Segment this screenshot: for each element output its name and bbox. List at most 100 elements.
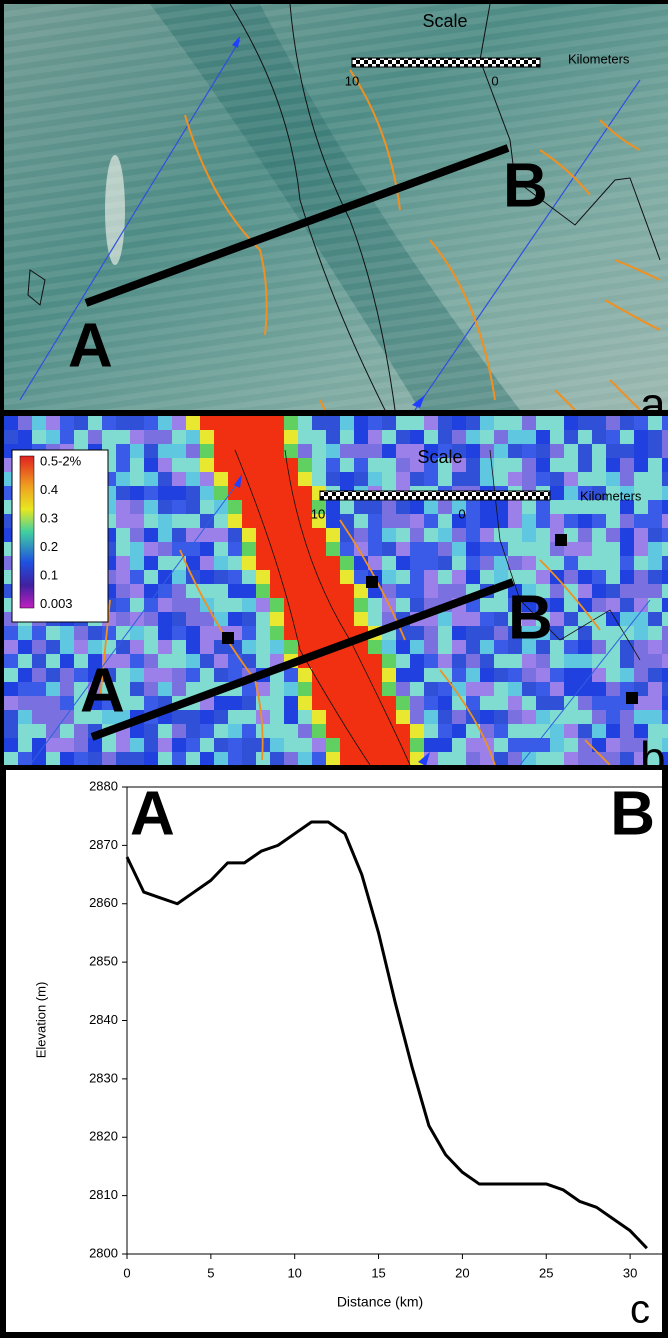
heatmap-cell (382, 724, 396, 738)
heatmap-cell (60, 724, 74, 738)
heatmap-cell (438, 724, 452, 738)
heatmap-cell (130, 444, 144, 458)
heatmap-cell (172, 724, 186, 738)
heatmap-cell (4, 668, 18, 682)
heatmap-cell (536, 514, 550, 528)
heatmap-cell (32, 654, 46, 668)
heatmap-cell (508, 710, 522, 724)
heatmap-cell (620, 724, 634, 738)
heatmap-cell (4, 654, 18, 668)
heatmap-cell (424, 514, 438, 528)
heatmap-cell (452, 472, 466, 486)
heatmap-cell (158, 500, 172, 514)
elevation-line (125, 820, 648, 1250)
heatmap-cell (256, 430, 270, 444)
heatmap-cell (410, 416, 424, 430)
heatmap-cell (648, 752, 662, 765)
point-label: A (80, 656, 125, 725)
heatmap-cell (578, 542, 592, 556)
heatmap-cell (102, 626, 116, 640)
flow-line (29, 479, 241, 765)
heatmap-cell (256, 444, 270, 458)
heatmap-cell (270, 472, 284, 486)
heatmap-cell (186, 444, 200, 458)
contour (479, 4, 661, 261)
heatmap-cell (410, 738, 424, 752)
heatmap-cell (620, 668, 634, 682)
heatmap-cell (242, 682, 256, 696)
heatmap-cell (326, 444, 340, 458)
heatmap-cell (452, 444, 466, 458)
heatmap-cell (452, 514, 466, 528)
heatmap-cell (536, 430, 550, 444)
heatmap-cell (634, 472, 648, 486)
heatmap-cell (186, 542, 200, 556)
heatmap-cell (102, 654, 116, 668)
heatmap-cell (648, 458, 662, 472)
heatmap-cell (466, 500, 480, 514)
heatmap-cell (396, 752, 410, 765)
heatmap-cell (396, 584, 410, 598)
point-label: B (503, 151, 548, 220)
heatmap-cell (578, 584, 592, 598)
heatmap-cell (424, 528, 438, 542)
heatmap-cell (200, 668, 214, 682)
heatmap-cell (4, 724, 18, 738)
heatmap-cell (662, 556, 668, 570)
heatmap-cell (256, 556, 270, 570)
heatmap-cell (424, 626, 438, 640)
y-tick-label: 2860 (89, 895, 118, 910)
heatmap-cell (340, 500, 354, 514)
heatmap-cell (298, 444, 312, 458)
heatmap-cell (606, 682, 620, 696)
heatmap-cell (592, 416, 606, 430)
heatmap-cell (424, 416, 438, 430)
heatmap-cell (32, 626, 46, 640)
heatmap-cell (228, 514, 242, 528)
heatmap-cell (144, 570, 158, 584)
legend-labels: 0.5-2% 0.4 0.3 0.2 0.1 0.003 (40, 453, 82, 611)
heatmap-cell (368, 654, 382, 668)
heatmap-cell (228, 710, 242, 724)
heatmap-cell (522, 612, 536, 626)
annotation: A (130, 779, 175, 848)
heatmap-cell (410, 458, 424, 472)
heatmap-cell (592, 584, 606, 598)
heatmap-cell (648, 640, 662, 654)
heatmap-cell (284, 472, 298, 486)
heatmap-cell (284, 416, 298, 430)
heatmap-cell (466, 626, 480, 640)
heatmap-cell (144, 416, 158, 430)
heatmap-cell (228, 654, 242, 668)
heatmap-cell (256, 416, 270, 430)
heatmap-cell (144, 598, 158, 612)
heatmap-cell (550, 514, 564, 528)
heatmap-cell (298, 584, 312, 598)
heatmap-cell (130, 654, 144, 668)
heatmap-cell (32, 416, 46, 430)
heatmap-cell (298, 738, 312, 752)
heatmap-cell (214, 738, 228, 752)
heatmap-cell (242, 458, 256, 472)
heatmap-cell (648, 626, 662, 640)
heatmap-cell (368, 598, 382, 612)
heatmap-cell (186, 724, 200, 738)
heatmap-cell (648, 598, 662, 612)
heatmap-cell (508, 514, 522, 528)
heatmap-cell (508, 724, 522, 738)
heatmap-cell (438, 682, 452, 696)
heatmap-cell (438, 444, 452, 458)
heatmap-cell (116, 626, 130, 640)
heatmap-cell (620, 528, 634, 542)
heatmap-cell (242, 738, 256, 752)
heatmap-cell (256, 598, 270, 612)
heatmap-cell (592, 668, 606, 682)
heatmap-cell (214, 654, 228, 668)
heatmap-cell (592, 486, 606, 500)
heatmap-cell (214, 528, 228, 542)
heatmap-cell (186, 752, 200, 765)
heatmap-cell (200, 570, 214, 584)
heatmap-cell (620, 710, 634, 724)
heatmap-cell (88, 654, 102, 668)
marker (555, 534, 567, 546)
